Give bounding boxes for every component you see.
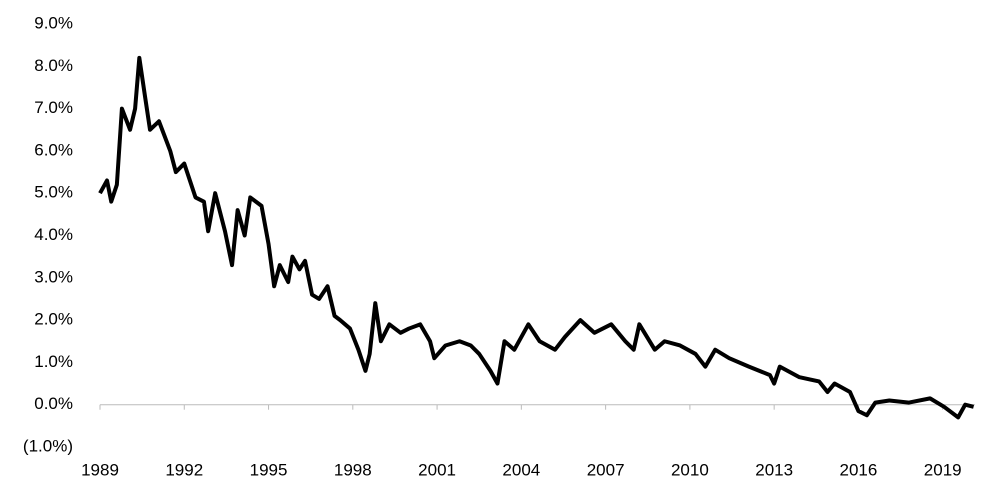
y-tick-label: 1.0%	[34, 352, 73, 371]
y-tick-label: (1.0%)	[23, 436, 73, 455]
y-tick-label: 4.0%	[34, 225, 73, 244]
y-tick-label: 0.0%	[34, 394, 73, 413]
x-tick-label: 1992	[165, 460, 203, 479]
x-tick-label: 1998	[334, 460, 372, 479]
x-tick-label: 1995	[250, 460, 288, 479]
y-tick-label: 6.0%	[34, 140, 73, 159]
x-tick-label: 2013	[755, 460, 793, 479]
y-tick-label: 2.0%	[34, 310, 73, 329]
x-tick-label: 2019	[924, 460, 962, 479]
x-tick-label: 1989	[81, 460, 119, 479]
y-tick-label: 5.0%	[34, 183, 73, 202]
x-tick-label: 2001	[418, 460, 456, 479]
x-tick-label: 2010	[671, 460, 709, 479]
y-tick-label: 9.0%	[34, 13, 73, 32]
x-tick-label: 2007	[587, 460, 625, 479]
y-tick-label: 3.0%	[34, 267, 73, 286]
x-tick-label: 2004	[502, 460, 540, 479]
line-series	[98, 55, 975, 420]
y-tick-label: 8.0%	[34, 56, 73, 75]
x-tick-label: 2016	[840, 460, 878, 479]
y-tick-label: 7.0%	[34, 98, 73, 117]
